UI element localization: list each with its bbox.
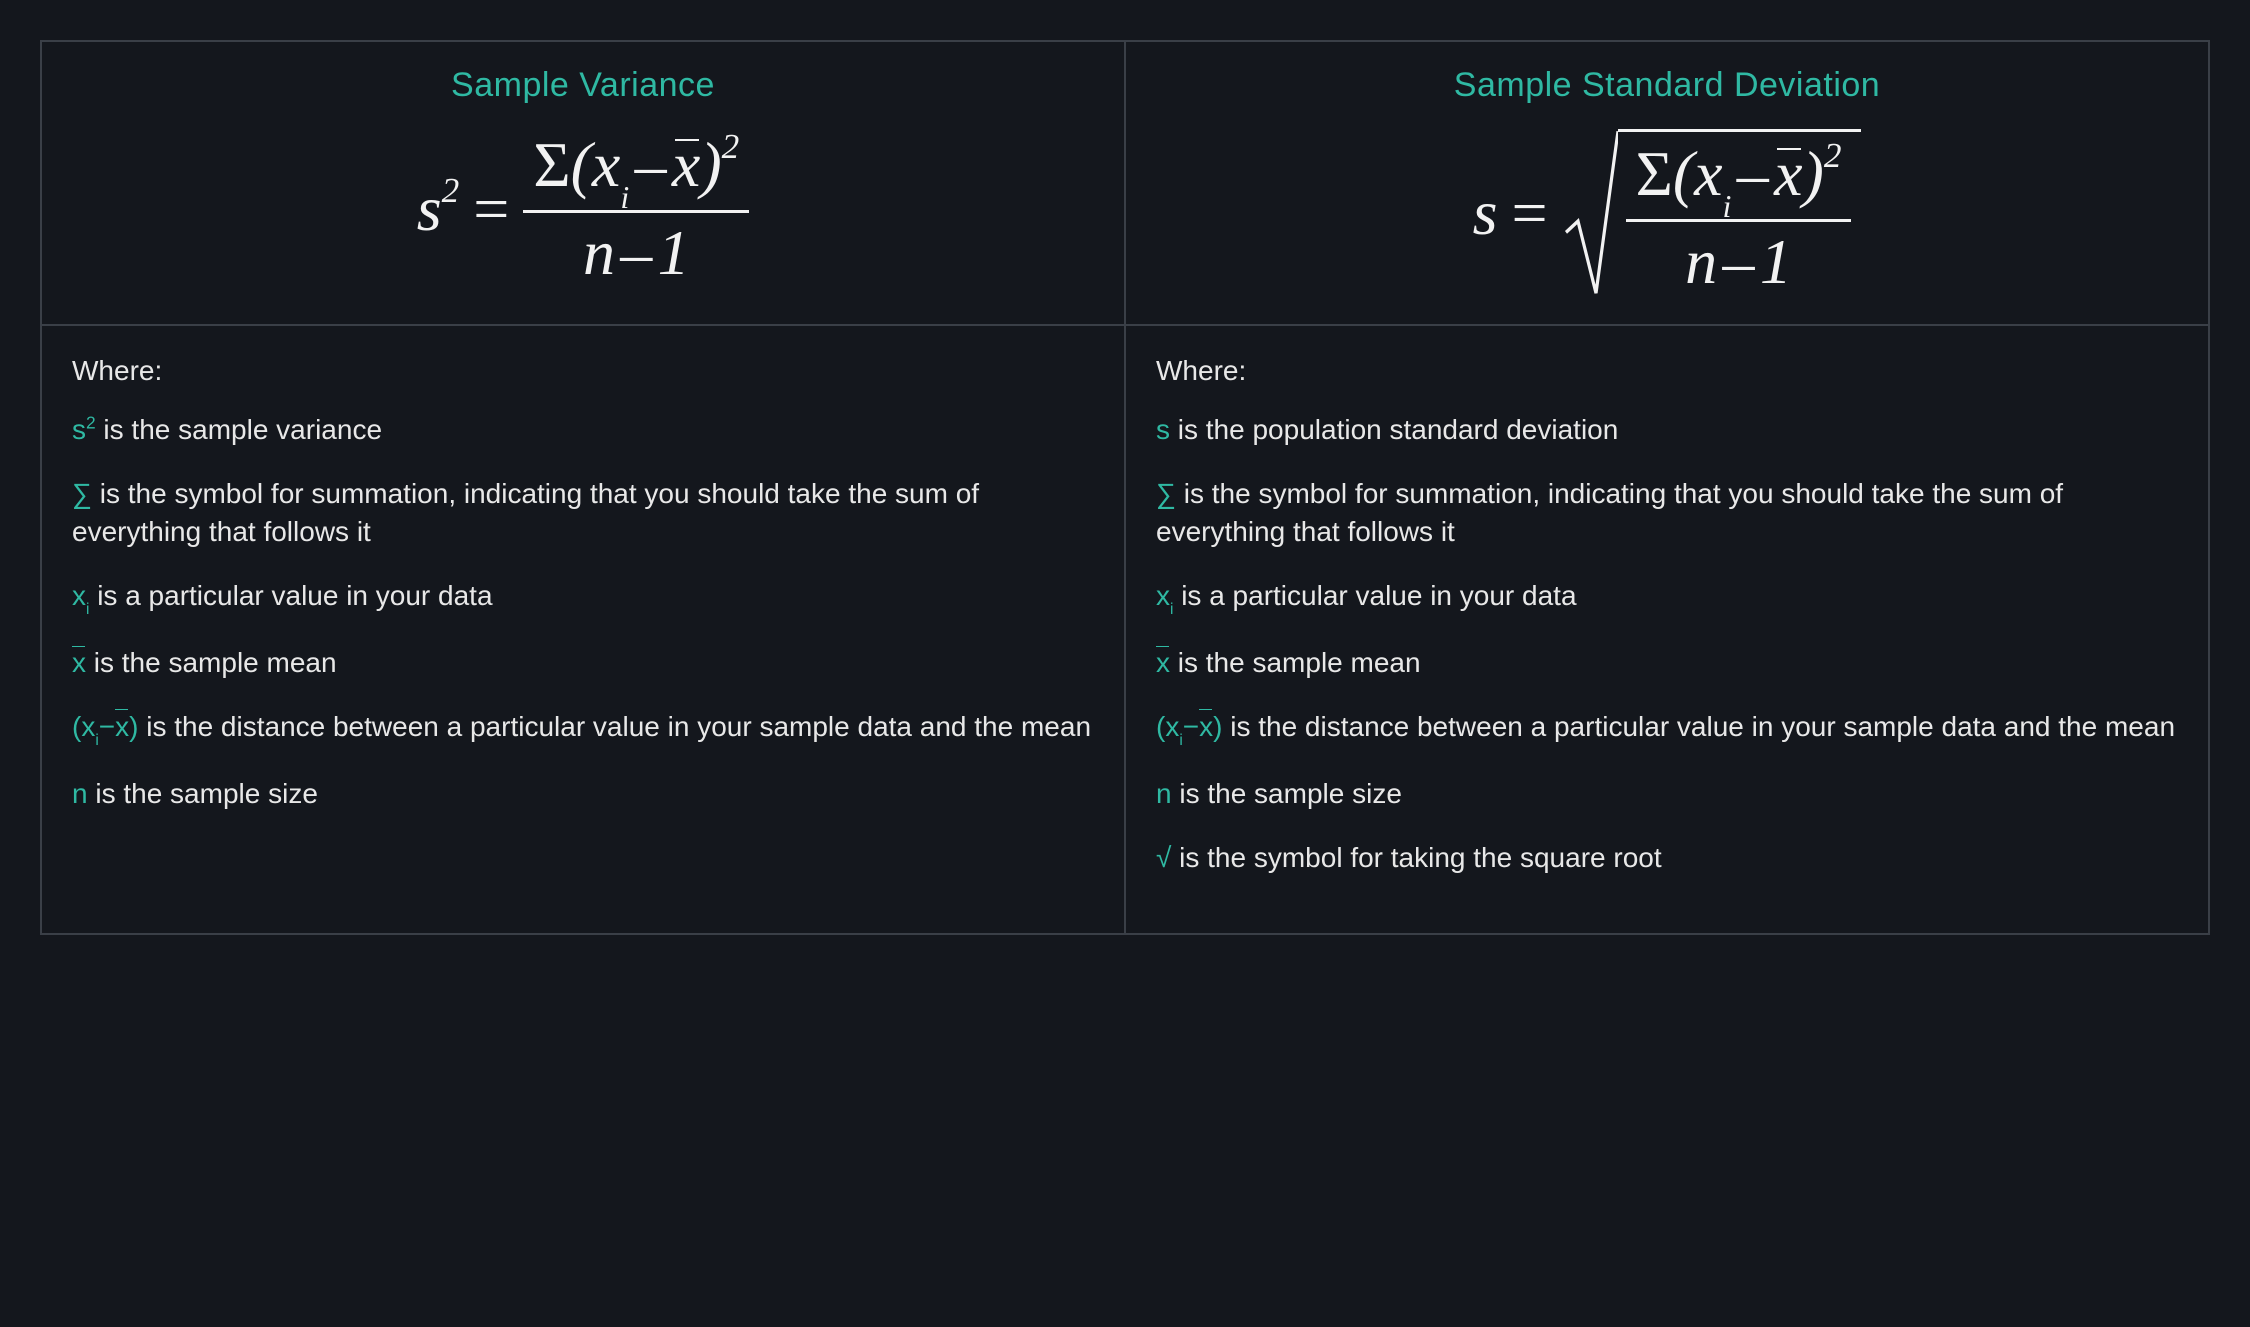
term-symbol: (xi−x) <box>72 711 138 742</box>
variance-numerator: Σ(xi – x)2 <box>523 129 749 208</box>
definition-term: n is the sample size <box>1156 775 2178 813</box>
term-symbol: (xi−x) <box>1156 711 1222 742</box>
stddev-where-label: Where: <box>1156 352 2178 390</box>
term-symbol: n <box>1156 778 1172 809</box>
stddev-lhs: s <box>1473 181 1498 245</box>
definition-term: (xi−x) is the distance between a particu… <box>1156 708 2178 749</box>
term-text: is the symbol for summation, indicating … <box>1156 478 2063 547</box>
variance-header-cell: Sample Variance s2 = Σ(xi – x)2 n – 1 <box>41 41 1125 325</box>
term-symbol: s <box>1156 414 1170 445</box>
term-text: is the symbol for taking the square root <box>1171 842 1661 873</box>
variance-fraction: Σ(xi – x)2 n – 1 <box>523 129 749 289</box>
term-symbol: n <box>72 778 88 809</box>
variance-where-cell: Where: s2 is the sample variance ∑ is the… <box>41 325 1125 934</box>
equals-sign: = <box>1511 181 1547 245</box>
equals-sign: = <box>473 177 509 241</box>
term-text: is the sample mean <box>1170 647 1421 678</box>
definition-term: s is the population standard deviation <box>1156 411 2178 449</box>
term-symbol: x <box>1156 647 1170 678</box>
stddev-numerator: Σ(xi – x)2 <box>1626 138 1852 217</box>
variance-lhs: s2 <box>417 177 460 241</box>
definition-term: √ is the symbol for taking the square ro… <box>1156 839 2178 877</box>
term-text: is the sample size <box>1172 778 1402 809</box>
definition-term: xi is a particular value in your data <box>72 577 1094 618</box>
definition-term: s2 is the sample variance <box>72 411 1094 449</box>
term-text: is the sample mean <box>86 647 337 678</box>
definition-term: ∑ is the symbol for summation, indicatin… <box>1156 475 2178 551</box>
term-text: is the sample size <box>88 778 318 809</box>
term-symbol: s2 <box>72 414 96 445</box>
term-text: is the distance between a particular val… <box>138 711 1091 742</box>
term-symbol: xi <box>1156 580 1173 611</box>
stddev-header-cell: Sample Standard Deviation s = Σ(xi – <box>1125 41 2209 325</box>
variance-formula: s2 = Σ(xi – x)2 n – 1 <box>70 123 1096 297</box>
definition-term: ∑ is the symbol for summation, indicatin… <box>72 475 1094 551</box>
definition-term: n is the sample size <box>72 775 1094 813</box>
page: Sample Variance s2 = Σ(xi – x)2 n – 1 Sa… <box>0 0 2250 975</box>
term-text: is the distance between a particular val… <box>1222 711 2175 742</box>
variance-where-label: Where: <box>72 352 1094 390</box>
stddev-where-cell: Where: s is the population standard devi… <box>1125 325 2209 934</box>
stddev-formula: s = Σ(xi – x)2 n – 1 <box>1154 123 2180 306</box>
term-symbol: x <box>72 647 86 678</box>
stddev-terms-list: s is the population standard deviation ∑ … <box>1156 411 2178 877</box>
definition-term: x is the sample mean <box>72 644 1094 682</box>
stddev-fraction: Σ(xi – x)2 n – 1 <box>1626 138 1852 298</box>
term-symbol: xi <box>72 580 89 611</box>
term-symbol: ∑ <box>72 478 92 509</box>
term-text: is the sample variance <box>96 414 382 445</box>
term-text: is the population standard deviation <box>1170 414 1618 445</box>
definition-term: (xi−x) is the distance between a particu… <box>72 708 1094 749</box>
definition-term: xi is a particular value in your data <box>1156 577 2178 618</box>
variance-denominator: n – 1 <box>573 217 700 288</box>
comparison-table: Sample Variance s2 = Σ(xi – x)2 n – 1 Sa… <box>40 40 2210 935</box>
stddev-title: Sample Standard Deviation <box>1154 66 2180 105</box>
sqrt-symbol: Σ(xi – x)2 n – 1 <box>1562 129 1862 298</box>
definition-term: x is the sample mean <box>1156 644 2178 682</box>
term-text: is the symbol for summation, indicating … <box>72 478 979 547</box>
stddev-denominator: n – 1 <box>1675 226 1802 297</box>
term-symbol: √ <box>1156 842 1171 873</box>
variance-title: Sample Variance <box>70 66 1096 105</box>
term-text: is a particular value in your data <box>89 580 492 611</box>
term-symbol: ∑ <box>1156 478 1176 509</box>
term-text: is a particular value in your data <box>1173 580 1576 611</box>
variance-terms-list: s2 is the sample variance ∑ is the symbol… <box>72 411 1094 813</box>
